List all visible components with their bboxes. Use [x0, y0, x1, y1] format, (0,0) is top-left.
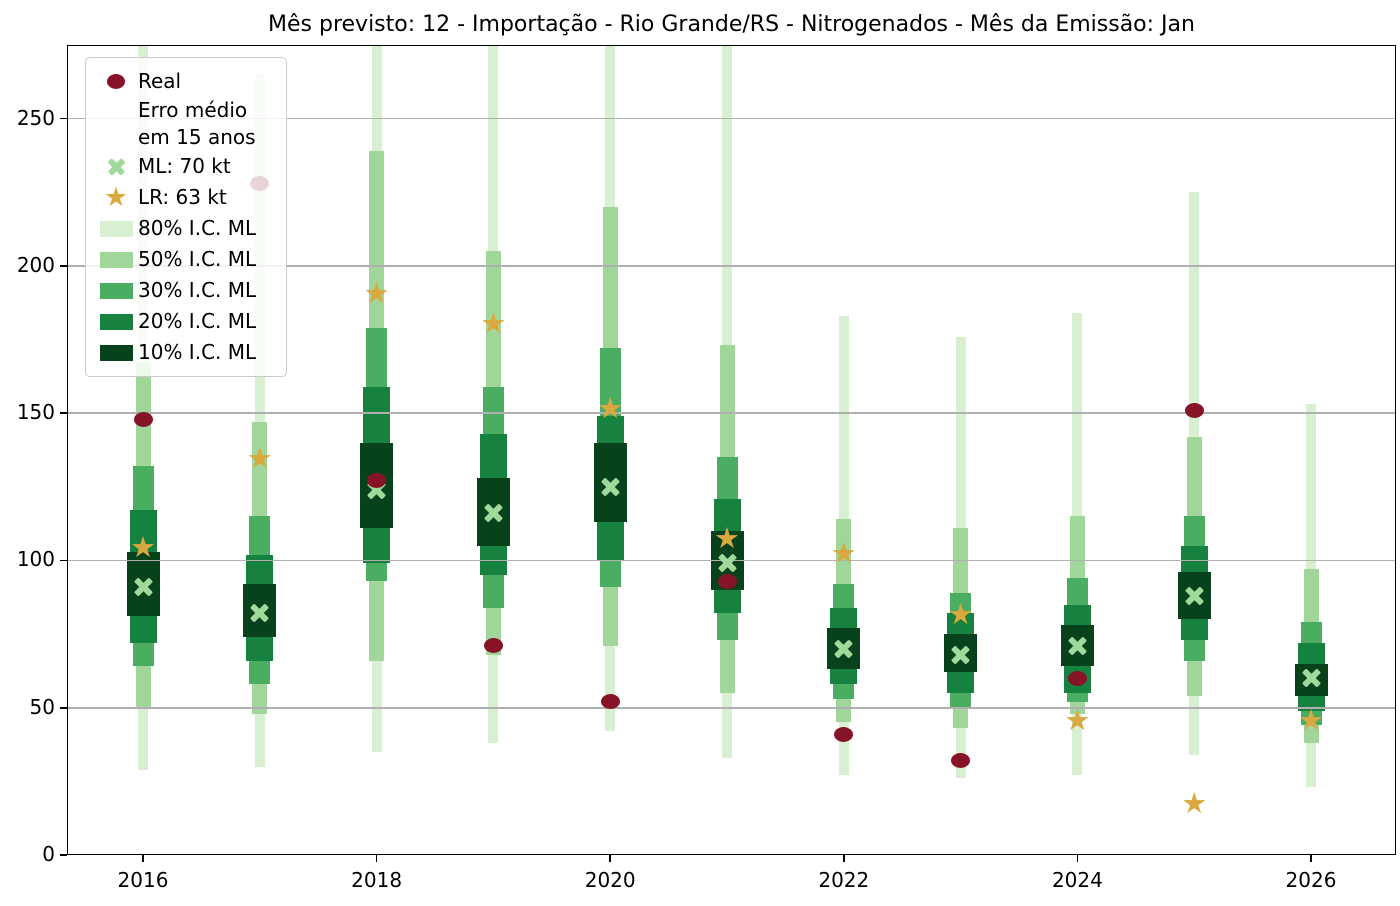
lr-star-marker-2016: ★ — [130, 529, 156, 564]
lr-star-marker-2017: ★ — [246, 441, 273, 476]
ml-x-marker-2019 — [483, 503, 503, 523]
real-marker-2022 — [834, 726, 854, 742]
ml-x-icon — [94, 157, 138, 176]
ml-x-marker-2025 — [1184, 586, 1204, 606]
ci-50-swatch-icon — [94, 251, 138, 268]
lr-star-marker-2023: ★ — [947, 597, 974, 632]
lr-star-marker-2019: ★ — [480, 305, 507, 340]
ci-30-swatch-icon — [94, 282, 138, 299]
ml-x-marker-2024 — [1067, 636, 1087, 656]
y-tick-label-0: 0 — [42, 842, 55, 866]
y-tick-label-100: 100 — [16, 547, 55, 572]
legend-entry-ml: ML: 70 kt — [94, 151, 280, 182]
x-tickmark-2024 — [1076, 855, 1079, 862]
y-tickmark-100 — [60, 559, 67, 562]
legend-entry-ci80: 80% I.C. ML — [94, 213, 280, 244]
x-tick-label-2024: 2024 — [1051, 868, 1103, 892]
y-tickmark-250 — [60, 117, 67, 120]
real-marker-2016 — [133, 411, 153, 427]
legend-entry-ci30: 30% I.C. ML — [94, 275, 280, 306]
ci-10-swatch-icon — [94, 344, 138, 361]
y-tick-label-250: 250 — [16, 105, 55, 130]
real-marker-2025 — [1184, 402, 1204, 418]
legend-label-ci30: 30% I.C. ML — [138, 278, 257, 302]
x-tick-label-2026: 2026 — [1285, 868, 1337, 892]
x-tickmark-2026 — [1310, 855, 1312, 862]
y-tickmark-50 — [60, 706, 67, 709]
y-tick-label-200: 200 — [16, 252, 55, 277]
real-marker-2024 — [1067, 670, 1087, 686]
legend-label-ml: ML: 70 kt — [138, 154, 231, 178]
gridline-250 — [67, 117, 1396, 120]
lr-star-marker-2021: ★ — [714, 520, 740, 555]
legend-entry-ci20: 20% I.C. ML — [94, 306, 280, 337]
real-dot-icon — [94, 74, 138, 89]
gridline-50 — [67, 706, 1396, 709]
legend-label-ci80: 80% I.C. ML — [138, 216, 257, 240]
lr-star-marker-2025: ★ — [1181, 785, 1208, 820]
legend-entry-real: Real — [94, 66, 280, 97]
ml-x-marker-2021 — [717, 553, 737, 573]
lr-star-marker-2018: ★ — [363, 276, 390, 311]
legend-label-real: Real — [138, 69, 182, 93]
lr-star-marker-2020: ★ — [597, 391, 624, 426]
lr-star-marker-2024: ★ — [1064, 703, 1091, 738]
chart-title: Mês previsto: 12 - Importação - Rio Gran… — [268, 12, 1195, 37]
y-tick-label-50: 50 — [29, 694, 55, 719]
ci-80-swatch-icon — [94, 220, 138, 237]
y-tickmark-200 — [60, 265, 67, 267]
x-tick-label-2020: 2020 — [584, 868, 636, 892]
ml-x-marker-2022 — [834, 639, 854, 659]
legend-entry-lr: ★ LR: 63 kt — [94, 182, 280, 213]
gridline-150 — [67, 412, 1396, 414]
real-marker-2023 — [951, 753, 971, 769]
x-tickmark-2018 — [375, 855, 378, 862]
x-tickmark-2022 — [843, 855, 845, 862]
x-tick-label-2018: 2018 — [351, 868, 403, 892]
legend: Real Erro médio em 15 anos ML: 70 kt ★ L… — [85, 57, 287, 377]
ml-x-marker-2016 — [133, 577, 153, 597]
ml-x-marker-2023 — [951, 645, 971, 665]
gridline-200 — [67, 265, 1396, 267]
ml-x-marker-2020 — [600, 477, 620, 497]
legend-entry-erro-medio: Erro médio em 15 anos — [94, 97, 280, 151]
x-tickmark-2016 — [142, 855, 144, 862]
x-tick-label-2016: 2016 — [117, 868, 169, 892]
y-tick-label-150: 150 — [16, 400, 55, 425]
legend-entry-ci10: 10% I.C. ML — [94, 337, 280, 368]
real-marker-2019 — [483, 638, 503, 654]
lr-star-icon: ★ — [103, 182, 129, 213]
real-marker-2020 — [600, 694, 620, 710]
ci-band-80-2017 — [254, 74, 265, 767]
ci-20-swatch-icon — [94, 313, 138, 330]
legend-label-ci10: 10% I.C. ML — [138, 340, 257, 364]
y-tickmark-0 — [60, 854, 67, 856]
real-marker-2018 — [367, 473, 387, 489]
y-tickmark-150 — [60, 412, 67, 414]
ml-x-marker-2017 — [250, 603, 270, 624]
x-tickmark-2020 — [609, 855, 611, 862]
legend-label-lr: LR: 63 kt — [138, 185, 227, 209]
x-tick-label-2022: 2022 — [818, 868, 870, 892]
lr-star-marker-2026: ★ — [1298, 703, 1324, 738]
lr-star-marker-2022: ★ — [830, 535, 857, 570]
legend-label-erro-medio: Erro médio em 15 anos — [138, 98, 256, 149]
legend-label-ci50: 50% I.C. ML — [138, 247, 257, 271]
legend-label-ci20: 20% I.C. ML — [138, 309, 257, 333]
real-marker-2021 — [717, 573, 737, 589]
ml-x-marker-2026 — [1301, 668, 1321, 688]
legend-entry-ci50: 50% I.C. ML — [94, 244, 280, 275]
